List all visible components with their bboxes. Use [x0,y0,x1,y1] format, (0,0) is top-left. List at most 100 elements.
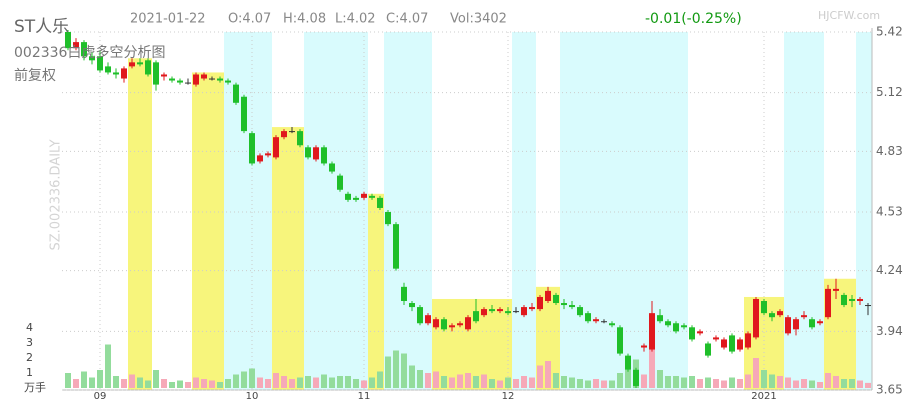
signal-band [384,32,432,390]
volume-tick-label: 4 [26,321,33,334]
volume-bar [441,376,447,388]
volume-bar [457,374,463,388]
candle-body [865,305,871,307]
candle-body [209,78,215,80]
candle-body [145,60,151,75]
volume-bar [329,377,335,388]
volume-bar [369,377,375,388]
candle-body [857,298,863,302]
volume-bar [353,379,359,388]
candle-body [593,319,599,322]
candle-body [833,288,839,291]
volume-bar [761,370,767,388]
x-tick-label: 09 [94,391,107,400]
site-label: HJCFW.com [818,9,880,22]
candle-body [641,345,647,348]
candle-body [473,311,479,322]
adjust-label: 前复权 [14,67,56,84]
candle-body [809,319,815,328]
candle-body [73,42,79,49]
volume-bar [825,373,831,388]
y-tick-label: 4.83 [876,144,903,158]
background-layer [128,32,872,391]
volume-bar [409,365,415,388]
candle-body [369,195,375,198]
candle-body [65,32,71,49]
candle-body [481,309,487,316]
volume-bar [305,376,311,388]
candle-body [465,317,471,330]
candle-body [161,74,167,77]
candle-body [193,74,199,85]
volume-bar [833,376,839,388]
volume-bar [73,379,79,388]
low-label: L:4.02 [335,12,376,27]
signal-band [224,32,272,390]
candle-body [241,96,247,132]
candle-body [297,131,303,146]
volume-bar [577,379,583,388]
volume-bar [681,377,687,388]
volume-unit: 万手 [24,380,46,394]
volume-bar [289,379,295,388]
candle-body [425,315,431,324]
volume-bar [665,376,671,388]
candle-body [729,335,735,352]
candle-body [545,290,551,302]
candle-body [553,294,559,304]
volume-bar [817,382,823,388]
volume-bar [105,344,111,388]
signal-band [432,298,512,390]
candle-body [697,331,703,334]
volume-bar [865,382,871,388]
candle-body [521,307,527,316]
volume-bar [233,374,239,388]
candle-body [321,147,327,164]
candle-body [329,163,335,172]
y-tick-label: 3.65 [876,383,903,397]
candle-body [649,313,655,350]
volume-bar [793,380,799,388]
volume-bar [609,380,615,388]
volume-bar [585,380,591,388]
candle-body [577,307,583,316]
volume-bar [481,374,487,388]
candle-body [257,155,263,162]
signal-band [192,72,224,391]
candle-body [513,311,519,313]
candle-body [561,303,567,306]
volume-bar [617,373,623,388]
volume-bar [785,377,791,388]
open-label: O:4.07 [228,12,271,27]
candle-body [721,339,727,348]
candle-body [121,68,127,79]
candle-body [433,319,439,328]
volume-bar [705,377,711,388]
volume-bar [857,380,863,388]
volume-bar [401,353,407,388]
candle-body [497,309,503,312]
candle-body [177,80,183,83]
volume-bar [521,376,527,388]
candle-body [281,131,287,138]
candle-body [745,333,751,348]
candle-body [417,307,423,324]
candle-body [217,78,223,81]
volume-bar [801,379,807,388]
x-tick-label: 2021 [751,391,776,400]
candle-body [761,301,767,314]
volume-bar [89,377,95,388]
volume-bar [193,377,199,388]
candle-body [353,197,359,200]
volume-bar [449,377,455,388]
close-label: C:4.07 [386,12,428,27]
volume-bar [321,374,327,388]
high-label: H:4.08 [283,12,326,27]
candle-body [113,72,119,75]
marks-layer [65,29,871,388]
candle-body [569,305,575,308]
candle-body [585,313,591,322]
y-tick-label: 5.42 [876,25,903,39]
volume-bar [393,350,399,388]
